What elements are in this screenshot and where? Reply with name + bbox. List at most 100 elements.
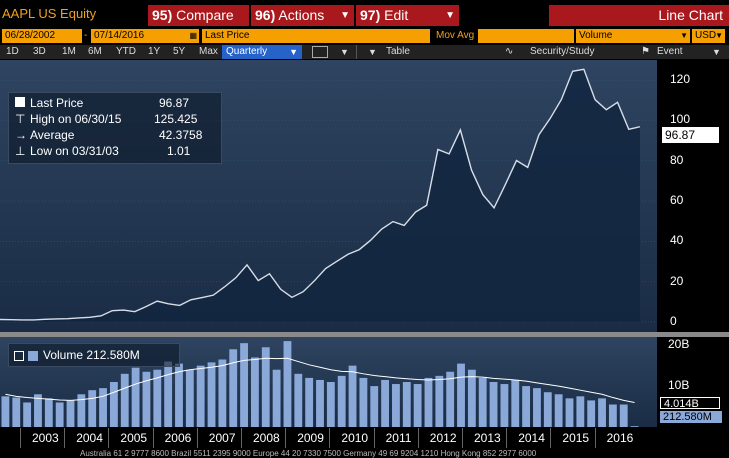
volume-bar	[392, 384, 400, 427]
period-ytd[interactable]: YTD	[116, 46, 136, 57]
year-separator	[20, 428, 21, 448]
date-range-dash: -	[84, 30, 88, 41]
year-separator	[108, 428, 110, 448]
volume-bar	[316, 379, 324, 427]
year-label: 2012	[429, 431, 457, 445]
volume-legend-value: 212.580M	[86, 348, 140, 362]
year-label: 2007	[208, 431, 236, 445]
actions-dropdown-icon: ▼	[340, 10, 350, 21]
edit-number: 97)	[360, 7, 381, 23]
volume-bar	[240, 343, 248, 427]
event-flag-icon[interactable]: ⚑	[641, 46, 650, 57]
price-tick-label: 0	[670, 313, 677, 328]
last-price-swatch-icon	[15, 97, 25, 107]
volume-bar	[413, 384, 422, 427]
edit-button[interactable]: 97) Edit ▼	[356, 5, 459, 26]
currency-select[interactable]: USD ▼	[692, 29, 725, 43]
price-tick-label: 120	[670, 72, 691, 87]
volume-bar	[522, 386, 531, 427]
table-button[interactable]: Table	[386, 46, 410, 57]
end-date-value: 07/14/2016	[94, 30, 145, 41]
event-dropdown-icon[interactable]: ▼	[712, 47, 721, 57]
volume-bar	[587, 400, 596, 427]
price-tick-label: 80	[670, 152, 684, 167]
period-max[interactable]: Max	[199, 46, 218, 57]
high-marker-icon: ⊤	[15, 112, 26, 126]
chart-type-dropdown-icon[interactable]: ▼	[340, 47, 349, 57]
year-separator	[462, 428, 463, 448]
pane-divider[interactable]	[0, 332, 729, 337]
price-legend[interactable]: Last Price 96.87 ⊤ High on 06/30/15 125.4…	[8, 92, 222, 164]
year-label: 2006	[164, 431, 192, 445]
line-chart-icon[interactable]	[312, 46, 328, 58]
volume-bar	[424, 377, 433, 427]
year-separator	[550, 428, 552, 448]
volume-bar	[23, 402, 32, 427]
year-separator	[285, 428, 287, 448]
study-icon[interactable]: ∿	[505, 46, 514, 57]
volume-bar	[511, 379, 520, 427]
start-date-field[interactable]: 06/28/2002	[2, 29, 82, 43]
actions-button[interactable]: 96) Actions ▼	[251, 5, 354, 26]
volume-bar	[305, 377, 314, 427]
currency-value: USD	[695, 30, 717, 41]
period-1m[interactable]: 1M	[62, 46, 76, 57]
security-title[interactable]: AAPL US Equity	[2, 6, 97, 21]
year-label: 2008	[253, 431, 280, 445]
end-date-field[interactable]: 07/14/2016 ▦	[91, 29, 199, 43]
year-separator	[594, 428, 596, 448]
price-tick-label: 20	[670, 273, 684, 288]
volume-expand-icon	[14, 350, 24, 361]
chart-type-title: Line Chart	[549, 5, 729, 26]
table-dropdown-icon[interactable]: ▼	[368, 47, 377, 57]
volume-bar	[283, 341, 292, 427]
period-5y[interactable]: 5Y	[173, 46, 186, 57]
period-6m[interactable]: 6M	[88, 46, 102, 57]
legend-last-price-label: Last Price	[30, 96, 84, 110]
volume-tick-label: 10B	[668, 378, 690, 393]
price-chart-svg	[0, 68, 657, 323]
compare-label: Compare	[176, 7, 234, 23]
study-field[interactable]	[478, 29, 574, 43]
price-axis	[657, 60, 729, 332]
volume-bar	[207, 362, 216, 427]
volume-bar	[229, 349, 238, 427]
frequency-select[interactable]: Quarterly ▼	[222, 45, 302, 59]
price-line	[0, 68, 641, 321]
legend-average-value: 42.3758	[159, 128, 203, 142]
price-field-select[interactable]: Last Price	[202, 29, 430, 43]
volume-legend-label: Volume	[43, 348, 84, 362]
volume-last-marker: 212.580M	[660, 411, 722, 423]
year-label: 2014	[518, 431, 545, 445]
period-1y[interactable]: 1Y	[148, 46, 161, 57]
actions-label: Actions	[278, 7, 325, 23]
volume-bar	[34, 394, 42, 427]
legend-last-price-value: 96.87	[159, 96, 190, 110]
year-separator	[64, 428, 66, 448]
event-button[interactable]: Event	[657, 46, 683, 57]
lower-field-select[interactable]: Volume ▼	[576, 29, 690, 43]
period-1d[interactable]: 1D	[6, 46, 19, 57]
security-study-button[interactable]: Security/Study	[530, 46, 595, 57]
year-separator	[373, 428, 375, 448]
volume-bar	[348, 365, 357, 427]
compare-button[interactable]: 95) Compare	[148, 5, 249, 26]
period-3d[interactable]: 3D	[33, 46, 46, 57]
year-label: 2009	[297, 431, 324, 445]
legend-high-row: ⊤ High on 06/30/15	[15, 112, 121, 127]
volume-bar	[196, 365, 205, 427]
footer-ticker: Australia 61 2 9777 8600 Brazil 5511 239…	[0, 449, 729, 458]
volume-bar	[619, 404, 628, 427]
study-label: Mov Avg	[436, 30, 475, 41]
volume-bar	[489, 382, 498, 427]
volume-bar	[630, 426, 639, 427]
volume-bar	[261, 347, 270, 427]
volume-bar	[478, 377, 487, 427]
year-label: 2013	[474, 431, 501, 445]
price-area-fill	[0, 69, 640, 322]
volume-bar	[326, 382, 335, 427]
legend-low-row: ⊥ Low on 03/31/03	[15, 144, 119, 159]
volume-bar	[185, 369, 194, 427]
volume-legend[interactable]: Volume 212.580M	[8, 343, 180, 367]
frequency-value: Quarterly	[226, 46, 268, 57]
